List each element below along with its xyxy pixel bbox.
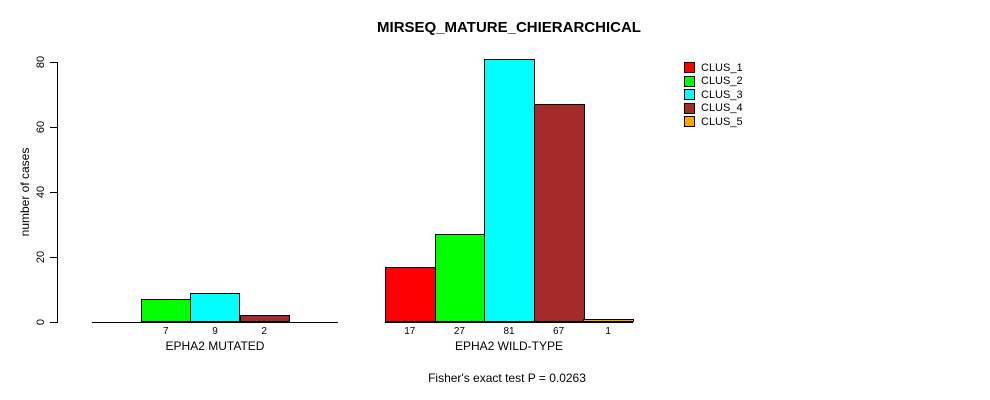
y-axis-tick	[50, 62, 57, 63]
legend-item-clus-5: CLUS_5	[684, 115, 743, 129]
bar-clus-3	[190, 293, 240, 322]
x-axis-baseline	[92, 322, 338, 323]
legend-swatch-clus-2	[684, 75, 695, 87]
legend-label: CLUS_1	[701, 61, 743, 74]
y-axis-title: number of cases	[18, 147, 32, 237]
y-axis-tick	[50, 192, 57, 193]
bar-clus-5	[583, 319, 634, 322]
bar-clus-3	[484, 59, 535, 322]
bar-value-label: 2	[261, 326, 267, 337]
y-axis-tick-label: 0	[35, 318, 47, 326]
x-axis-category-label: EPHA2 WILD-TYPE	[454, 339, 564, 353]
bar-value-label: 7	[163, 326, 169, 337]
bar-clus-4	[534, 104, 585, 322]
y-axis-tick-label: 20	[35, 250, 47, 264]
legend-swatch-clus-4	[684, 102, 695, 114]
bar-value-label: 1	[605, 326, 611, 337]
y-axis-tick	[50, 322, 57, 323]
y-axis-tick	[50, 127, 57, 128]
legend-item-clus-1: CLUS_1	[684, 61, 743, 75]
y-axis-tick	[50, 257, 57, 258]
legend-label: CLUS_4	[701, 102, 743, 115]
legend-label: CLUS_2	[701, 75, 743, 88]
legend-swatch-clus-1	[684, 62, 695, 74]
y-axis-tick-label: 60	[35, 120, 47, 134]
footnote-text: Fisher's exact test P = 0.0263	[428, 371, 586, 385]
y-axis-tick-label: 40	[35, 185, 47, 199]
bar-clus-4	[240, 315, 290, 322]
x-axis-baseline	[385, 322, 633, 323]
bar-clus-2	[435, 234, 486, 322]
bar-clus-2	[141, 299, 191, 322]
legend-swatch-clus-5	[684, 116, 695, 128]
chart-title: MIRSEQ_MATURE_CHIERARCHICAL	[377, 19, 641, 36]
bar-value-label: 81	[503, 326, 515, 337]
bar-value-label: 9	[212, 326, 218, 337]
bar-value-label: 27	[453, 326, 465, 337]
x-axis-category-label: EPHA2 MUTATED	[165, 339, 265, 353]
legend-item-clus-3: CLUS_3	[684, 88, 743, 102]
bar-value-label: 67	[553, 326, 565, 337]
legend: CLUS_1 CLUS_2 CLUS_3 CLUS_4 CLUS_5	[684, 61, 743, 129]
bar-clus-1	[385, 267, 436, 322]
y-axis-line	[57, 62, 58, 323]
legend-label: CLUS_5	[701, 115, 743, 128]
legend-label: CLUS_3	[701, 88, 743, 101]
legend-swatch-clus-3	[684, 89, 695, 101]
legend-item-clus-4: CLUS_4	[684, 102, 743, 116]
bar-value-label: 17	[404, 326, 416, 337]
y-axis-tick-label: 80	[35, 55, 47, 69]
legend-item-clus-2: CLUS_2	[684, 75, 743, 89]
